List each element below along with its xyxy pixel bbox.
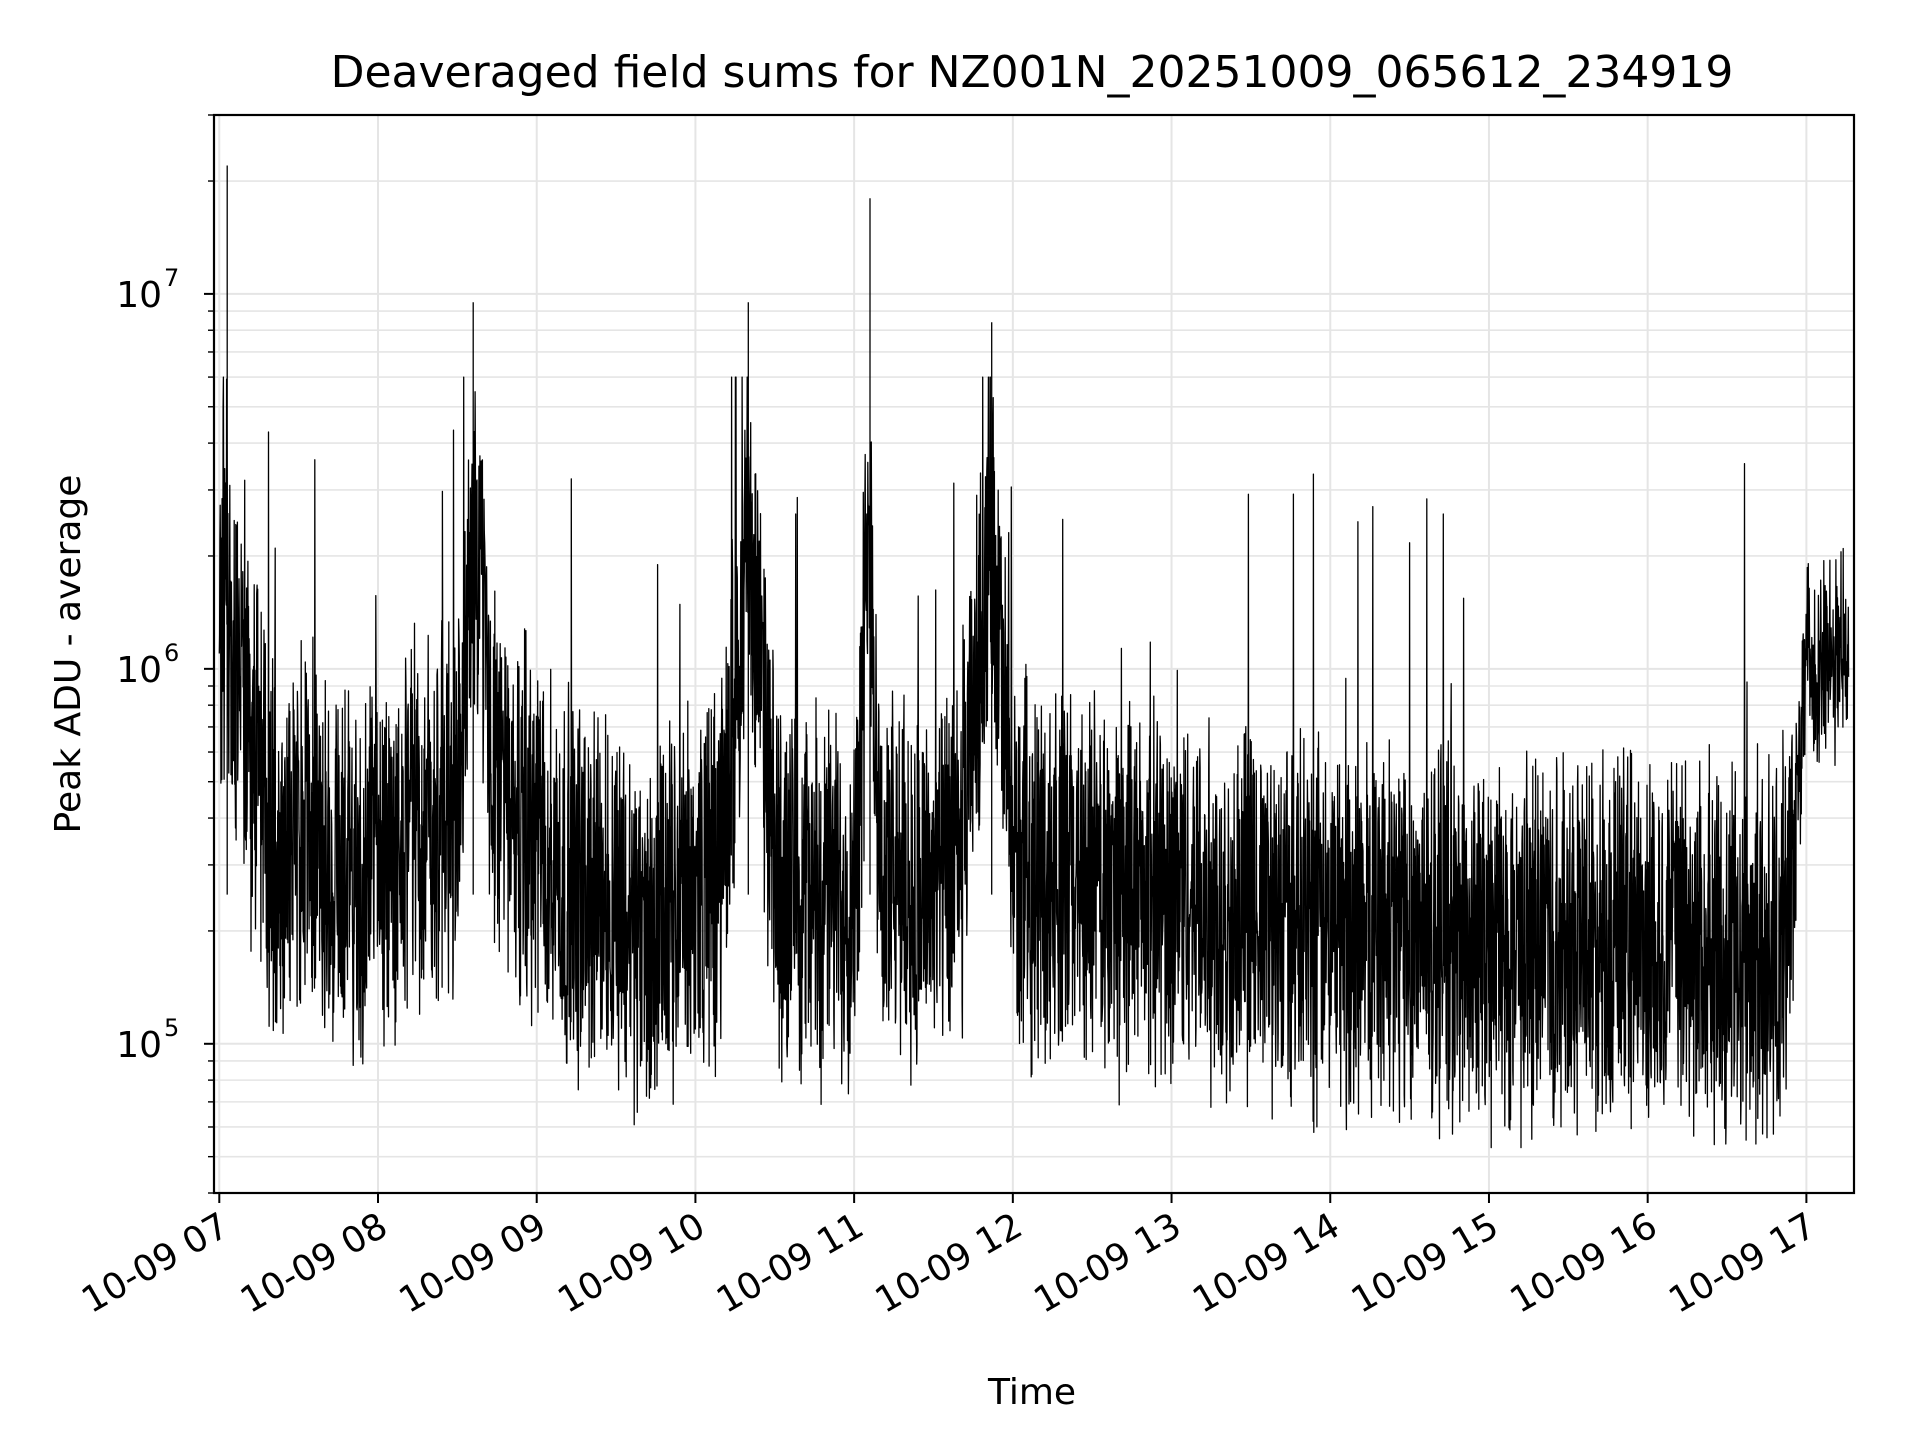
y-tick-label-exponent: 5 [164, 1014, 179, 1042]
y-axis-label: Peak ADU - average [48, 475, 89, 834]
y-tick-label-exponent: 6 [164, 639, 179, 667]
chart-title: Deaveraged field sums for NZ001N_2025100… [331, 47, 1734, 98]
y-tick-label-exponent: 7 [164, 264, 179, 292]
plot-area [218, 165, 1850, 1149]
y-tick-label: 10 [116, 650, 162, 691]
y-tick-label: 10 [116, 1025, 162, 1066]
y-tick-label: 10 [116, 275, 162, 316]
x-axis-label: Time [987, 1372, 1076, 1413]
plot-frame [212, 113, 1856, 1195]
series-line [218, 165, 1850, 1149]
